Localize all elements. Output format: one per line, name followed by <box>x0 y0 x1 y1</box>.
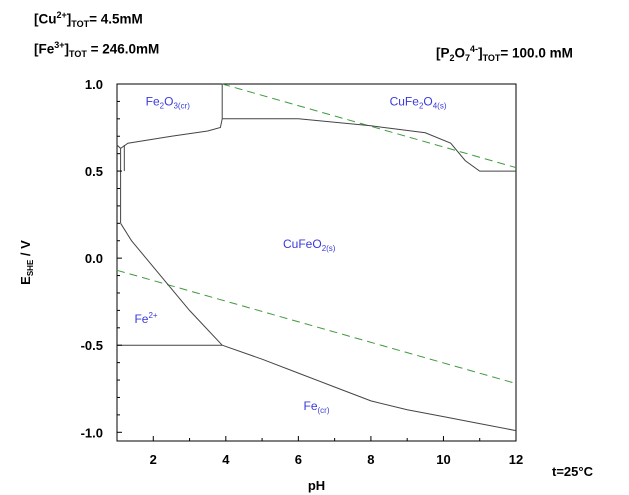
phase-boundary-6 <box>120 223 223 346</box>
plot-frame <box>116 83 517 442</box>
y-tick-label: -0.5 <box>81 338 103 353</box>
region-label: Fe2+ <box>134 311 157 326</box>
phase-boundary-5 <box>222 118 516 172</box>
x-axis-title: pH <box>308 478 325 493</box>
phase-boundaries <box>116 84 517 432</box>
phase-boundary-3 <box>120 118 223 149</box>
cu-prefix: [Cu <box>34 11 57 27</box>
cu-charge: 2+ <box>56 10 67 20</box>
x-tick-label: 12 <box>509 452 523 467</box>
cu-tot-subscript: TOT <box>71 19 90 30</box>
region-label: Fe(cr) <box>303 399 329 415</box>
water-line-1 <box>222 83 517 169</box>
y-axis-title: ESHE / V <box>18 240 35 285</box>
fe-prefix: [Fe <box>34 41 55 57</box>
y-axis-title-main: E <box>18 276 33 285</box>
x-tick-label: 4 <box>222 452 230 467</box>
fe-tot-subscript: TOT <box>69 49 87 60</box>
region-label: Fe2O3(cr) <box>146 94 191 110</box>
fe-value: = 246.0mM <box>86 41 160 57</box>
p-value: = 100.0 mM <box>500 45 573 61</box>
region-label: CuFeO2(s) <box>283 237 336 253</box>
p-mid: O <box>454 45 466 61</box>
p-sub1: 2 <box>449 53 455 64</box>
axis-ticks: 2 4 6 8 10 12 1.0 0.5 0.0 -0.5 -1.0 <box>81 77 524 467</box>
fe-charge: 3+ <box>54 40 65 50</box>
cu-value: = 4.5mM <box>89 11 143 27</box>
y-tick-label: -1.0 <box>81 425 103 440</box>
x-tick-label: 2 <box>150 452 157 467</box>
pyrophosphate-concentration-label: [P2O74-]TOT= 100.0 mM <box>436 44 573 64</box>
p-charge: 4- <box>470 44 479 54</box>
p-prefix: [P <box>436 45 450 61</box>
x-tick-label: 6 <box>295 452 302 467</box>
x-tick-label: 10 <box>436 452 450 467</box>
y-tick-label: 1.0 <box>85 77 103 92</box>
x-tick-label: 8 <box>367 452 374 467</box>
fe-concentration-label: [Fe3+]TOT = 246.0mM <box>34 40 160 60</box>
temperature-label: t=25°C <box>552 464 593 479</box>
phase-boundary-8 <box>222 344 517 432</box>
y-tick-label: 0.0 <box>85 251 103 266</box>
region-label: CuFe2O4(s) <box>390 94 447 110</box>
p-tot-subscript: TOT <box>482 53 501 64</box>
water-stability-lines <box>116 83 517 384</box>
region-labels: Fe2O3(cr) CuFe2O4(s) CuFeO2(s) Fe2+ Fe(cr) <box>134 94 446 415</box>
y-tick-label: 0.5 <box>85 164 103 179</box>
y-axis-title-unit: / V <box>18 240 33 260</box>
phase-boundary-1 <box>116 144 122 224</box>
water-line-2 <box>116 269 517 384</box>
p-sub2: 7 <box>465 53 471 64</box>
cu-concentration-label: [Cu2+]TOT= 4.5mM <box>34 10 143 30</box>
y-axis-title-sub: SHE <box>26 259 35 276</box>
